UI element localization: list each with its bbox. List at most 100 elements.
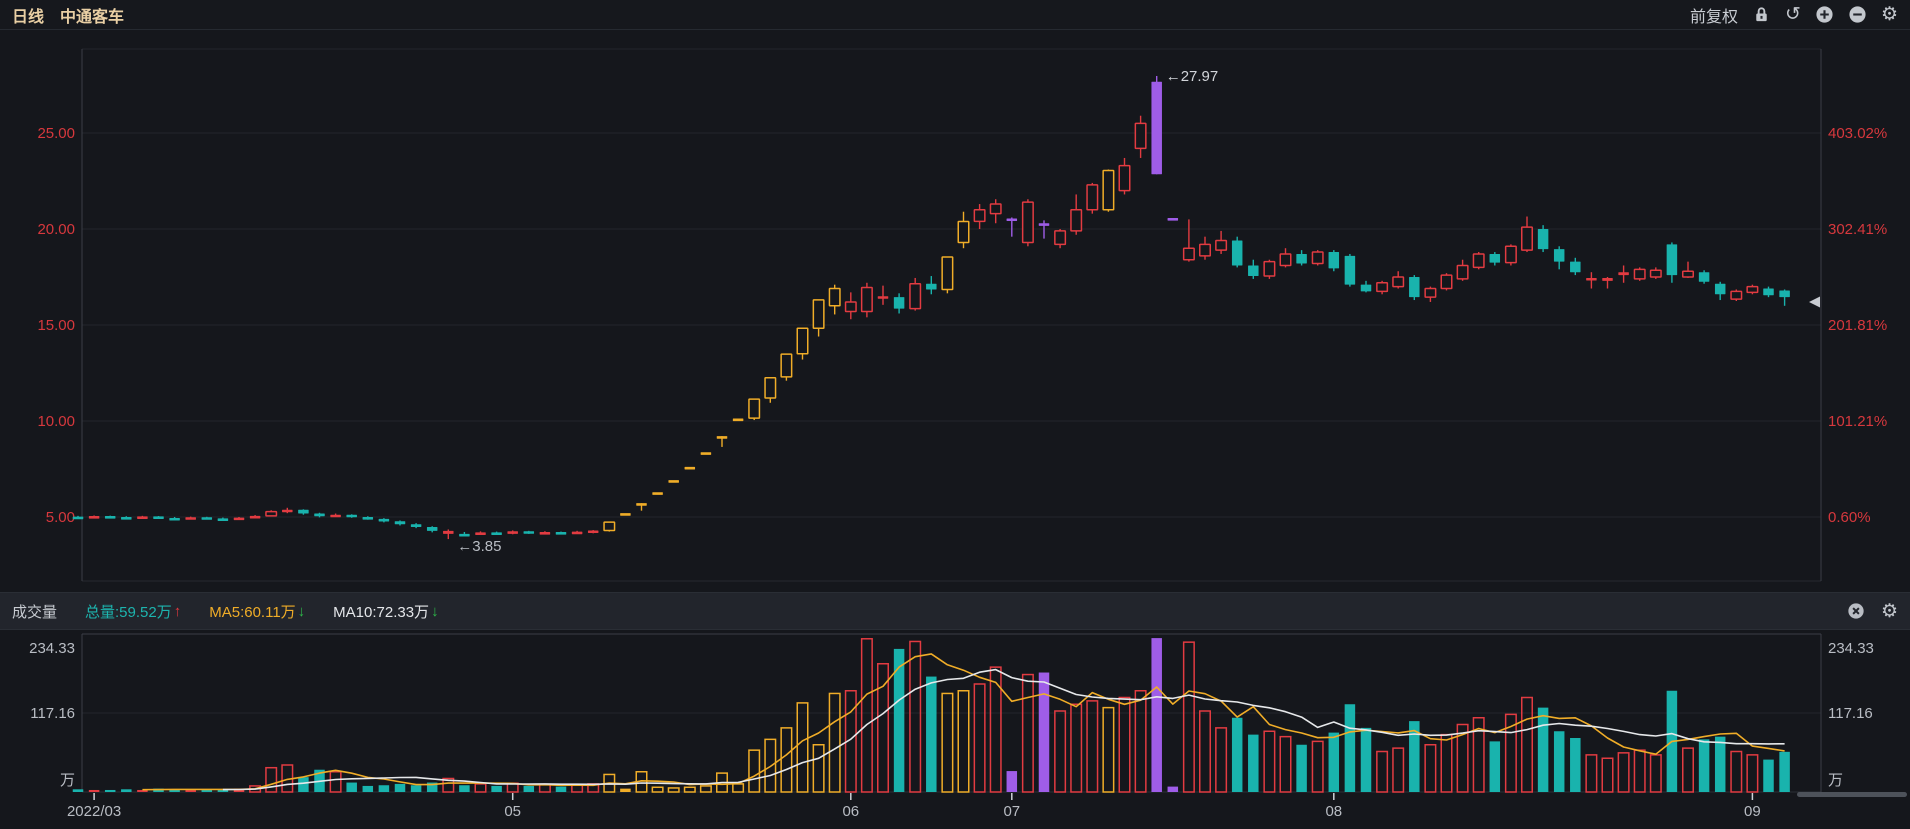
- volume-bar: [1344, 704, 1356, 792]
- volume-bar: [1633, 749, 1646, 793]
- price-axis-label: 5.00: [46, 509, 75, 526]
- candle: [1618, 272, 1629, 276]
- settings-gear-icon[interactable]: ⚙: [1880, 4, 1898, 25]
- candle: [1006, 218, 1018, 222]
- candle: [684, 466, 696, 470]
- volume-bar: [926, 676, 937, 792]
- chart-title: 日线 中通客车: [12, 3, 124, 27]
- candle: [443, 530, 454, 534]
- zoom-out-icon[interactable]: [1848, 5, 1867, 24]
- candle: [539, 531, 551, 535]
- volume-axis-label: 117.16: [30, 705, 75, 722]
- volume-bar: [1489, 741, 1501, 792]
- volume-bar: [1409, 721, 1420, 792]
- volume-bar: [523, 785, 535, 792]
- volume-bar: [812, 744, 825, 793]
- volume-bar: [1248, 734, 1259, 792]
- month-label: 07: [1003, 803, 1020, 820]
- month-label: 08: [1325, 803, 1342, 820]
- volume-bar: [1779, 751, 1790, 792]
- volume-bar: [860, 638, 873, 793]
- candle: [1602, 277, 1613, 281]
- candle: [1698, 272, 1710, 282]
- volume-bar: [1746, 754, 1759, 793]
- volume-bar: [1070, 703, 1083, 793]
- volume-bar: [1456, 723, 1469, 793]
- volume-bar: [1021, 673, 1034, 793]
- close-circle-icon[interactable]: [1847, 602, 1865, 620]
- volume-bar: [1585, 754, 1598, 793]
- settings-gear-icon[interactable]: ⚙: [1880, 600, 1898, 622]
- candle: [587, 530, 599, 534]
- candle: [1263, 260, 1276, 277]
- price-axis-label: 10.00: [37, 413, 75, 430]
- scrollbar-thumb[interactable]: [1797, 792, 1907, 797]
- volume-bar: [474, 783, 487, 793]
- candle: [217, 518, 229, 521]
- volume-bar: [1167, 786, 1179, 792]
- volume-unit-label: 万: [1828, 772, 1843, 789]
- candle: [1279, 253, 1292, 267]
- volume-bar: [732, 783, 745, 793]
- down-arrow-icon: ↓: [297, 602, 306, 620]
- candle: [1586, 277, 1597, 281]
- candle: [780, 353, 793, 378]
- volume-bar: [683, 786, 696, 793]
- volume-bar: [378, 785, 390, 792]
- candle: [1633, 268, 1646, 280]
- volume-bar: [104, 789, 116, 792]
- symbol-name[interactable]: 中通客车: [60, 8, 125, 26]
- candle: [1134, 122, 1147, 150]
- candle: [926, 283, 937, 290]
- adjust-mode-label[interactable]: 前复权: [1690, 8, 1739, 26]
- volume-bar: [1440, 733, 1453, 793]
- zoom-in-icon[interactable]: [1815, 5, 1834, 24]
- candle: [201, 517, 213, 520]
- candle: [523, 531, 535, 534]
- volume-bar: [555, 786, 567, 792]
- percent-axis-label: 302.41%: [1828, 221, 1887, 238]
- candle: [668, 480, 679, 483]
- candle: [1570, 261, 1581, 273]
- volume-bar: [491, 785, 502, 792]
- price-axis-label: 20.00: [37, 221, 75, 238]
- volume-bar: [1682, 747, 1694, 793]
- candle: [941, 256, 954, 291]
- volume-bar: [329, 771, 342, 793]
- lock-icon[interactable]: [1752, 5, 1771, 24]
- volume-bar: [217, 789, 229, 792]
- period-label[interactable]: 日线: [12, 8, 45, 26]
- volume-bar: [426, 782, 438, 792]
- volume-bar: [796, 702, 809, 793]
- candle: [1424, 287, 1437, 298]
- volume-bar: [1151, 638, 1162, 792]
- candle: [1328, 252, 1340, 269]
- volume-bar: [1328, 732, 1340, 792]
- candle: [459, 533, 470, 537]
- candle: [1649, 269, 1662, 278]
- undo-icon[interactable]: ↺: [1785, 4, 1801, 25]
- volume-bar: [1424, 744, 1437, 793]
- volume-bar: [362, 785, 374, 792]
- volume-bar: [780, 727, 793, 793]
- low-price-annotation: ←3.85: [457, 538, 501, 555]
- volume-bar: [169, 789, 180, 792]
- candle: [233, 517, 245, 521]
- candle: [1521, 226, 1533, 251]
- volume-bar: [72, 789, 84, 792]
- volume-axis-label: 234.33: [1828, 640, 1874, 657]
- ma10-volume-stat: MA10:72.33万 ↓: [333, 602, 439, 621]
- volume-bar: [1537, 707, 1549, 792]
- candle: [378, 518, 390, 522]
- candle: [860, 286, 873, 313]
- candle: [1344, 255, 1356, 285]
- volume-bar: [828, 692, 841, 793]
- volume-bar: [1311, 740, 1324, 793]
- volume-bar: [748, 749, 761, 793]
- candle: [764, 377, 777, 399]
- candle: [732, 418, 744, 422]
- volume-bar: [1118, 696, 1131, 793]
- candle: [828, 287, 841, 307]
- volume-bar: [1054, 710, 1067, 793]
